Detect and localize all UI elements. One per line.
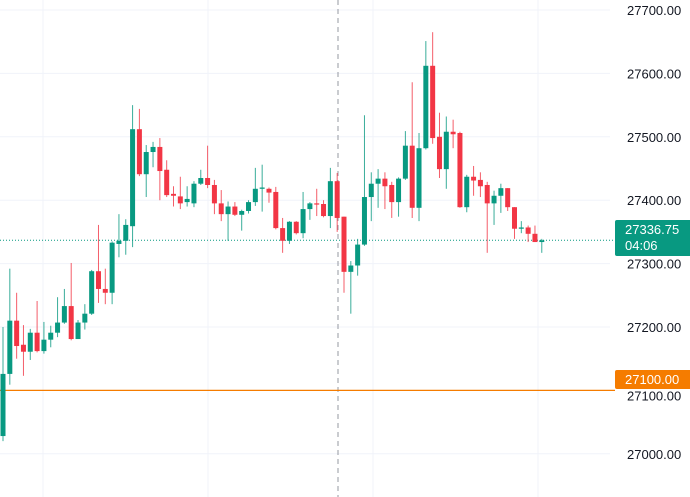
candle-up <box>143 152 149 175</box>
horizontal-level-label: 27100.00 <box>615 370 690 389</box>
candle-up <box>0 373 6 437</box>
candle-down <box>409 145 415 208</box>
candle-down <box>532 233 538 243</box>
candle-down <box>457 132 463 208</box>
candle-down <box>95 271 101 289</box>
y-tick-label: 27200.00 <box>627 320 681 335</box>
candle-up <box>443 131 449 170</box>
candle-up <box>464 176 470 208</box>
candle-up <box>327 181 333 217</box>
candle-up <box>307 203 313 210</box>
candle-down <box>157 146 163 172</box>
candle-down <box>280 228 286 241</box>
candle-up <box>41 339 47 352</box>
candle-down <box>484 184 490 204</box>
candle-up <box>246 202 252 211</box>
candle-down <box>334 181 340 218</box>
candle-down <box>450 131 456 135</box>
candle-down <box>293 221 299 234</box>
candle-up <box>491 195 497 204</box>
y-tick-label: 27300.00 <box>627 257 681 272</box>
gridlines <box>0 0 610 497</box>
candle-up <box>225 206 231 215</box>
candle-up <box>348 265 354 272</box>
y-tick-label: 27600.00 <box>627 66 681 81</box>
candle-up <box>252 188 258 203</box>
candle-down <box>171 193 176 196</box>
y-tick-label: 27100.00 <box>627 388 681 403</box>
candle-down <box>14 320 20 347</box>
candle-down <box>382 178 388 187</box>
y-tick-label: 27000.00 <box>627 447 681 462</box>
candle-up <box>48 332 54 340</box>
candle-down <box>164 169 170 196</box>
candle-up <box>7 320 13 374</box>
candle-down <box>205 178 211 185</box>
candle-up <box>396 178 402 203</box>
candle-down <box>266 188 272 193</box>
candle-up <box>150 146 156 153</box>
candle-down <box>102 288 108 293</box>
candle-up <box>539 240 545 243</box>
candle-up <box>402 145 408 179</box>
candle-down <box>389 184 395 203</box>
candle-up <box>116 240 122 244</box>
candle-up <box>75 322 81 340</box>
candle-down <box>34 332 40 352</box>
candle-up <box>375 178 381 184</box>
candle-up <box>109 242 115 293</box>
candle-up <box>27 332 33 352</box>
candle-down <box>273 191 279 229</box>
candle-down <box>341 216 347 272</box>
candle-down <box>471 176 477 181</box>
candles <box>0 32 545 442</box>
candle-down <box>20 344 26 352</box>
candle-down <box>436 136 442 170</box>
candle-up <box>123 224 129 241</box>
candle-up <box>130 129 136 227</box>
candle-down <box>177 196 183 204</box>
candle-up <box>368 183 374 198</box>
candle-down <box>321 204 327 217</box>
candle-up <box>498 188 504 196</box>
candle-down <box>314 203 320 205</box>
candle-up <box>300 209 306 234</box>
candle-down <box>512 207 517 229</box>
candle-up <box>355 244 361 266</box>
current-price-value: 27336.75 <box>625 222 680 237</box>
candle-up <box>82 313 88 323</box>
y-tick-label: 27400.00 <box>627 193 681 208</box>
bar-countdown: 04:06 <box>625 238 658 253</box>
candle-up <box>191 183 197 204</box>
candle-down <box>232 206 238 215</box>
y-tick-label: 27700.00 <box>627 3 681 18</box>
candle-up <box>416 148 422 208</box>
candle-up <box>61 306 67 323</box>
candle-up <box>361 197 367 245</box>
candle-up <box>286 221 292 241</box>
candle-down <box>136 129 142 175</box>
candle-down <box>211 184 217 204</box>
candle-down <box>505 188 511 208</box>
candle-up <box>239 210 245 215</box>
y-tick-label: 27500.00 <box>627 130 681 145</box>
candle-up <box>89 271 95 314</box>
candle-down <box>525 227 531 234</box>
candle-up <box>55 322 61 333</box>
candle-up <box>259 187 265 189</box>
candle-up <box>423 65 429 149</box>
candle-down <box>218 203 224 215</box>
candle-up <box>198 178 204 184</box>
candle-up <box>184 198 190 203</box>
price-lines <box>0 0 615 497</box>
candle-down <box>68 306 74 340</box>
current-price-label: 27336.75 04:06 <box>615 220 690 256</box>
price-axis[interactable]: 27700.00 27600.00 27500.00 27400.00 27300.00… <box>627 3 681 462</box>
candle-down <box>477 179 483 187</box>
candle-down <box>430 65 436 139</box>
candle-up <box>518 227 524 229</box>
